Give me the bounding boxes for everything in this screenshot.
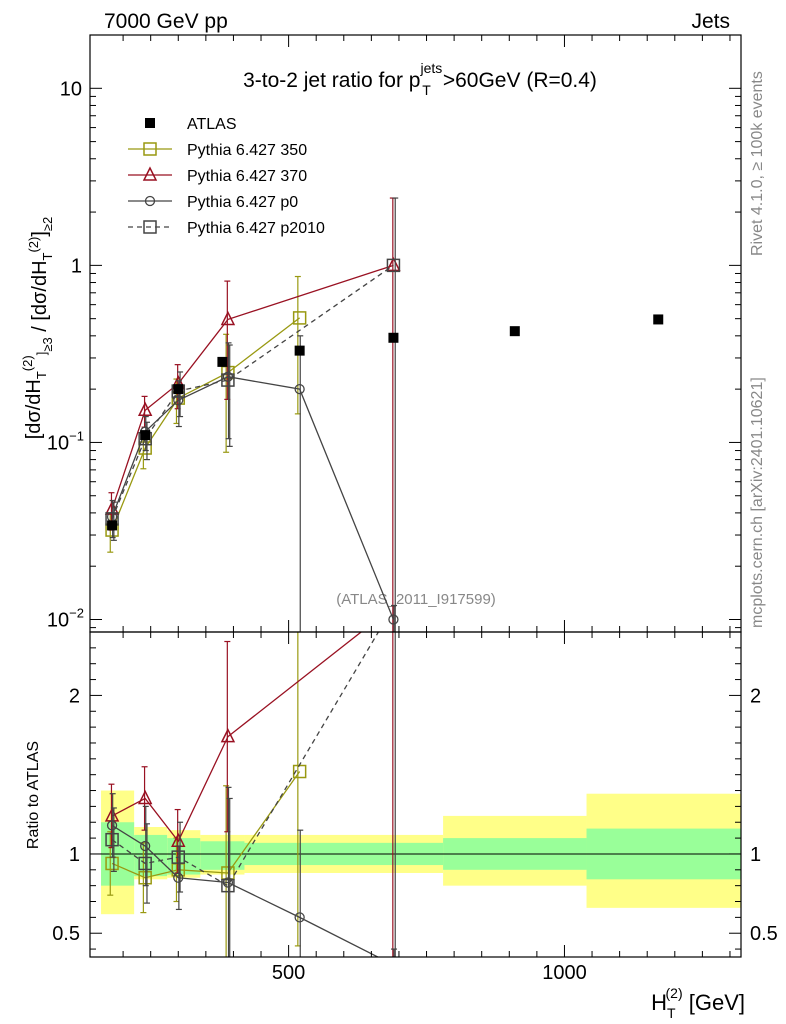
legend-label-3: Pythia 6.427 p0 [187, 194, 298, 211]
series-2-ratio-point-1 [140, 840, 151, 852]
data-point-7 [653, 314, 664, 325]
ratio-tick-label-right-1: 1 [750, 844, 761, 866]
series-2-ratio-point-2 [173, 872, 184, 883]
y-tick-label-2: 10−1 [47, 428, 84, 454]
analysis-watermark: (ATLAS_2011_I917599) [336, 591, 496, 608]
axes: 10 1 10−1 10−2 0.5 0.5 1 1 2 2 500 1000 [47, 34, 778, 984]
ratio-tick-label-right-2: 2 [750, 685, 761, 707]
data-points [107, 314, 664, 531]
series-3-ratio-point-3 [221, 878, 235, 893]
series-2-main [106, 335, 399, 632]
legend-entry-4: Pythia 6.427 p2010 [128, 220, 325, 237]
series-0-main [105, 275, 307, 553]
legend-entry-2: Pythia 6.427 370 [128, 166, 307, 185]
ratio-tick-label-left-0: 0.5 [52, 923, 80, 945]
legend-marker-4 [143, 220, 157, 234]
legend-marker-0 [145, 118, 155, 128]
series-1-line [111, 264, 394, 510]
ratio-tick-label-left-1: 1 [69, 844, 80, 866]
series-0-point-4 [292, 311, 307, 325]
series-3-ratio-point-0 [105, 832, 119, 847]
legend-label-2: Pythia 6.427 370 [187, 168, 307, 185]
legend-entry-0: ATLAS [145, 116, 237, 133]
legend-marker-3 [144, 195, 156, 207]
data-point-5 [388, 332, 399, 343]
ratio-plot [104, 632, 398, 957]
ratio-tick-label-right-0: 0.5 [750, 923, 778, 945]
header-energy: 7000 GeV pp [104, 10, 228, 33]
y-tick-label-1: 1 [71, 255, 82, 277]
legend-marker-2 [142, 166, 158, 181]
series-1-ratio-point-3 [220, 727, 236, 743]
series-3-ratio-line [111, 632, 380, 887]
series-1-ratio-point-1 [137, 789, 153, 805]
series-2-ratio-point-4 [294, 912, 305, 923]
data-point-3 [217, 356, 228, 367]
y-tick-label-0: 10 [60, 78, 82, 100]
x-tick-label-0: 500 [272, 962, 305, 984]
series-2-point-5 [388, 614, 399, 625]
series-1-point-1 [137, 401, 153, 416]
series-2-point-4 [294, 383, 305, 395]
data-point-0 [107, 520, 118, 531]
data-point-4 [294, 345, 305, 356]
series-2-line [111, 376, 395, 620]
y-tick-label-3: 10−2 [47, 606, 84, 632]
series-3-point-4 [386, 258, 401, 273]
series-3-ratio [105, 632, 396, 957]
series-1-point-3 [220, 310, 236, 326]
series-2-point-2 [173, 395, 184, 406]
ratio-tick-label-left-2: 2 [69, 685, 80, 707]
data-point-6 [509, 326, 520, 337]
legend-label-0: ATLAS [187, 116, 237, 133]
ratio-y-axis-label: Ratio to ATLAS [25, 741, 42, 849]
legend-entry-1: Pythia 6.427 350 [128, 142, 307, 159]
ratio-frame [89, 631, 742, 958]
main-plot [104, 197, 664, 632]
series-2-ratio-point-0 [106, 820, 118, 831]
mcplots-credit-text: mcplots.cern.ch [arXiv:2401.10621] [749, 377, 766, 628]
data-point-2 [173, 384, 184, 395]
legend-marker-1 [143, 142, 157, 156]
band-inner-3 [200, 841, 245, 870]
rivet-version-text: Rivet 4.1.0, ≥ 100k events [749, 71, 766, 256]
legend: ATLAS Pythia 6.427 350 Pythia 6.427 370 Pyt… [128, 116, 325, 237]
plot-title: 3-to-2 jet ratio for pjets T >60GeV (R=0.4… [243, 60, 597, 98]
y-axis-label: [dσ/dHT(2)]≥3 / [dσ/dHT(2)]≥2 [20, 217, 55, 440]
series-3-point-3 [221, 373, 235, 387]
legend-label-4: Pythia 6.427 p2010 [187, 220, 325, 237]
series-2-ratio-line [111, 824, 380, 957]
uncertainty-bands [90, 790, 741, 915]
series-2-ratio [106, 786, 398, 957]
series-3-ratio-point-2 [171, 850, 186, 864]
series-3-line [111, 264, 394, 520]
series-3-ratio-point-1 [138, 856, 152, 871]
x-axis-label: HT(2) [GeV] [651, 985, 745, 1021]
data-point-1 [140, 430, 151, 441]
series-1-ratio-line [111, 632, 363, 843]
header-tag: Jets [691, 10, 730, 33]
series-1-point-4 [386, 256, 401, 272]
legend-label-1: Pythia 6.427 350 [187, 142, 307, 159]
x-tick-label-1: 1000 [542, 962, 587, 984]
legend-entry-3: Pythia 6.427 p0 [128, 194, 298, 211]
